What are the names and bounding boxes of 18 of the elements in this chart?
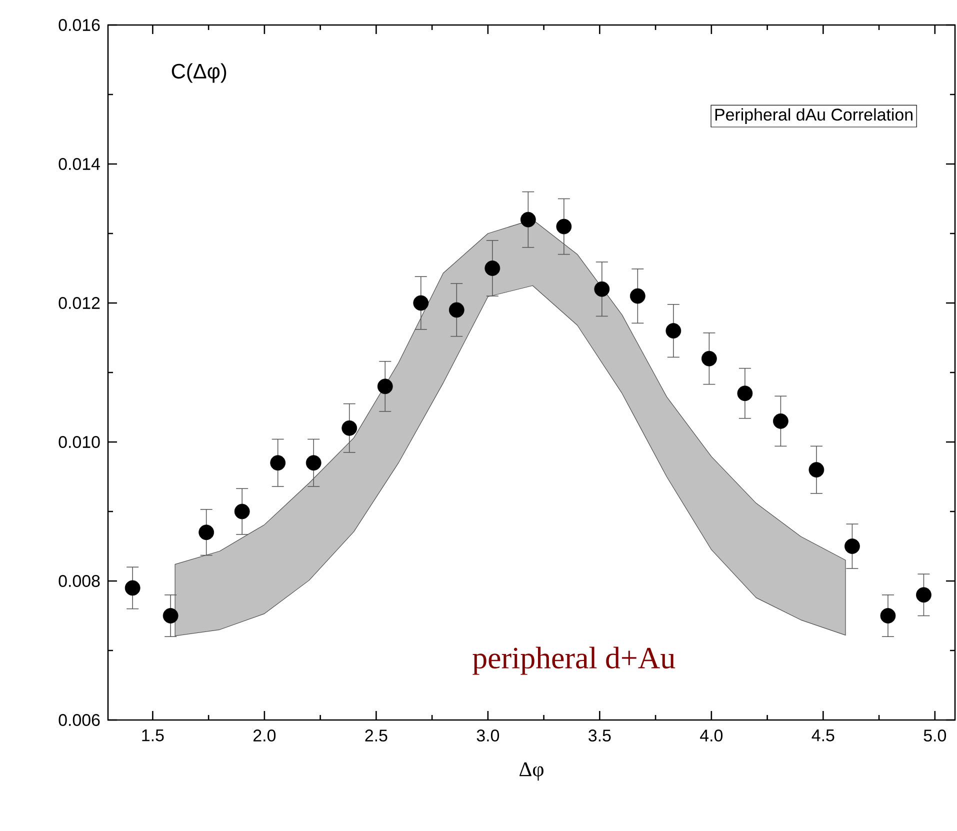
- y-tick-label: 0.012: [58, 296, 100, 309]
- y-axis-title: C(Δφ): [172, 63, 226, 83]
- x-tick-label: 2.0: [254, 730, 276, 742]
- text: Peripheral dAu Correlation: [715, 108, 912, 124]
- x-tick-label: 4.5: [812, 730, 834, 742]
- annotation: peripheral d+Au: [472, 646, 676, 675]
- x-tick-label: 5.0: [924, 730, 946, 742]
- y-tick-label: 0.014: [58, 158, 100, 170]
- x-tick-label: 3.0: [476, 730, 500, 742]
- y-tick-label: 0.008: [58, 575, 100, 587]
- x-tick-label: 2.5: [365, 730, 388, 742]
- y-tick-label: 0.006: [58, 714, 100, 726]
- x-axis-title: Δφ: [520, 762, 544, 781]
- x-tick-label: 1.5: [142, 730, 164, 742]
- y-tick-label: 0.016: [58, 18, 100, 31]
- y-tick-label: 0.010: [58, 436, 100, 448]
- x-tick-label: 3.5: [588, 730, 611, 742]
- x-tick-label: 4.0: [700, 730, 723, 742]
